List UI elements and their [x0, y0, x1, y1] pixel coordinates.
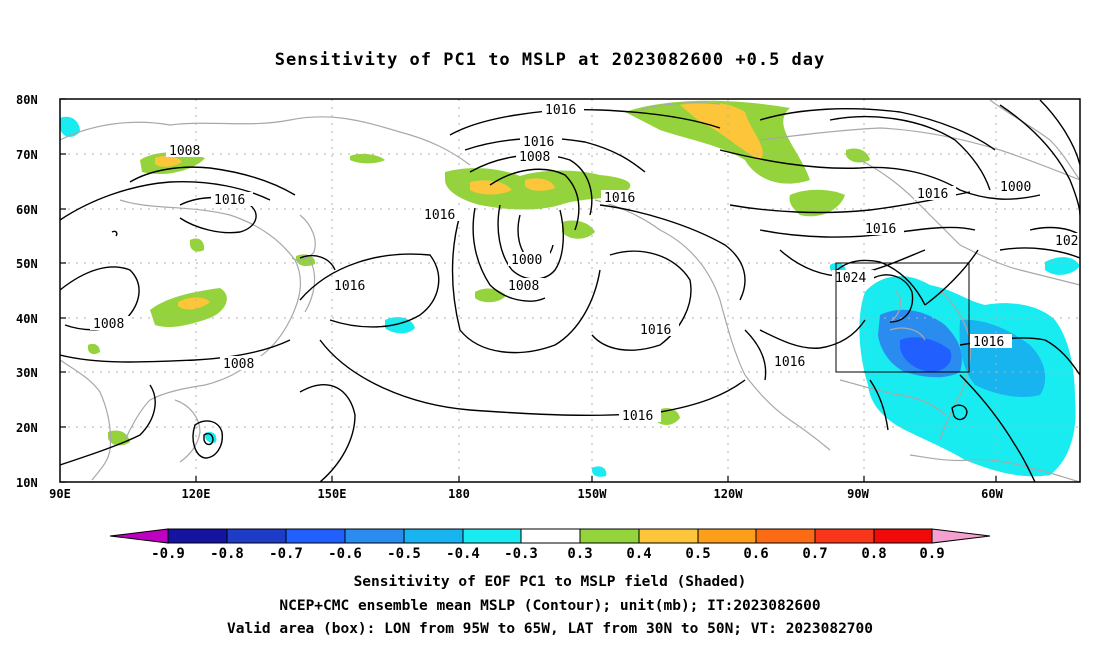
contour-label: 1024 — [835, 271, 866, 286]
contour-label: 1008 — [169, 144, 200, 159]
colorbar-bin — [226, 528, 287, 544]
colorbar-tick-label: -0.6 — [328, 546, 362, 562]
colorbar-tick-label: -0.3 — [504, 546, 538, 562]
colorbar-tick-label: -0.5 — [387, 546, 421, 562]
caption-contour: NCEP+CMC ensemble mean MSLP (Contour); u… — [279, 598, 821, 614]
contour-label: 1008 — [508, 279, 539, 294]
plot-frame — [59, 98, 1081, 483]
colorbar-bin — [520, 528, 581, 544]
lon-tick-label: 90W — [847, 487, 869, 501]
colorbar-tick-label: -0.4 — [446, 546, 480, 562]
colorbar-tick-label: 0.9 — [919, 546, 944, 562]
contour-label: 1016 — [917, 187, 948, 202]
colorbar-bin — [697, 528, 757, 544]
contour-label: 1016 — [604, 191, 635, 206]
colorbar-bin — [167, 528, 228, 544]
contour-label: 1000 — [511, 253, 542, 268]
colorbar-tick-label: -0.9 — [151, 546, 185, 562]
contour-label: 1016 — [523, 135, 554, 150]
colorbar-bin — [755, 528, 816, 544]
axis-tick-marks — [60, 98, 997, 483]
colorbar-tick-label: 0.3 — [567, 546, 592, 562]
contour-label: 102 — [1055, 234, 1078, 249]
contour-label: 1016 — [865, 222, 896, 237]
colorbar-bin — [638, 528, 699, 544]
colorbar-tick-label: 0.5 — [685, 546, 710, 562]
contour-label: 1016 — [334, 279, 365, 294]
colorbar-tick-label: 0.7 — [802, 546, 827, 562]
lon-tick-label: 150W — [578, 487, 608, 501]
caption-shading: Sensitivity of EOF PC1 to MSLP field (Sh… — [353, 574, 747, 590]
contour-label: 1008 — [223, 357, 254, 372]
colorbar-bin — [873, 528, 933, 544]
colorbar-tick-label: -0.7 — [269, 546, 303, 562]
lon-tick-label: 120W — [714, 487, 744, 501]
lat-tick-label: 30N — [16, 366, 38, 380]
contour-labels: 1016 1016 1008 1008 1016 1016 1016 1000 … — [90, 102, 1080, 424]
colorbar-tick-label: 0.8 — [861, 546, 886, 562]
lat-tick-label: 70N — [16, 148, 38, 162]
contour-label: 1008 — [519, 150, 550, 165]
lat-tick-label: 20N — [16, 421, 38, 435]
colorbar-tick-label: 0.6 — [743, 546, 768, 562]
colorbar-bin — [403, 528, 464, 544]
contour-label: 1016 — [622, 409, 653, 424]
contour-label: 1016 — [973, 335, 1004, 350]
map-title: Sensitivity of PC1 to MSLP at 2023082600… — [274, 50, 826, 70]
colorbar-bin — [344, 528, 405, 544]
lon-tick-label: 120E — [182, 487, 211, 501]
colorbar-bin — [462, 528, 522, 544]
colorbar-bin-upper-extend — [931, 528, 991, 544]
colorbar-bin — [285, 528, 346, 544]
lat-tick-label: 10N — [16, 476, 38, 490]
contour-label: 1016 — [774, 355, 805, 370]
mslp-contours — [60, 99, 1080, 482]
valid-area-box — [835, 262, 970, 373]
lon-tick-label: 60W — [981, 487, 1003, 501]
lon-tick-label: 90E — [49, 487, 71, 501]
colorbar — [109, 528, 991, 544]
lat-tick-label: 80N — [16, 93, 38, 107]
lat-tick-label: 40N — [16, 312, 38, 326]
colorbar-tick-label: 0.4 — [626, 546, 651, 562]
longitude-axis: 90E 120E 150E 180 150W 120W 90W 60W — [49, 487, 1003, 501]
colorbar-tick-label: -0.8 — [210, 546, 244, 562]
colorbar-bin — [814, 528, 875, 544]
lon-tick-label: 150E — [318, 487, 347, 501]
map-plot-area: 1016 1016 1008 1008 1016 1016 1016 1000 … — [60, 99, 1080, 482]
contour-label: 1008 — [93, 317, 124, 332]
contour-label: 1000 — [1000, 180, 1031, 195]
lon-tick-label: 180 — [448, 487, 470, 501]
contour-label: 1016 — [545, 103, 576, 118]
contour-label: 1016 — [640, 323, 671, 338]
contour-label: 1016 — [424, 208, 455, 223]
colorbar-ticks: -0.9 -0.8 -0.7 -0.6 -0.5 -0.4 -0.3 0.3 0… — [151, 546, 945, 562]
lat-tick-label: 60N — [16, 203, 38, 217]
latitude-axis: 80N 70N 60N 50N 40N 30N 20N 10N — [16, 93, 38, 490]
colorbar-bin — [579, 528, 640, 544]
lat-tick-label: 50N — [16, 257, 38, 271]
contour-label: 1016 — [214, 193, 245, 208]
colorbar-bin-lower-extend — [109, 528, 169, 544]
caption-valid-area: Valid area (box): LON from 95W to 65W, L… — [226, 621, 873, 637]
